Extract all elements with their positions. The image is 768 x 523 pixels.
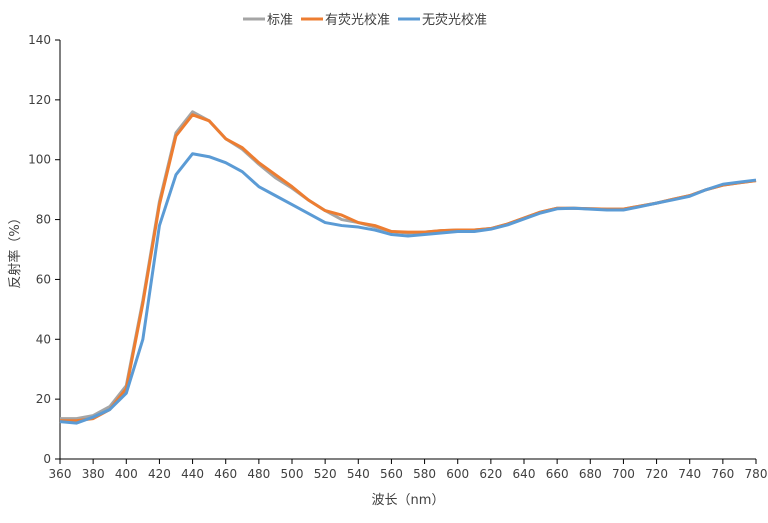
series-line-2 <box>59 152 757 425</box>
x-tick-label: 520 <box>314 467 337 481</box>
x-tick-label: 760 <box>711 467 734 481</box>
y-tick-label: 20 <box>36 392 51 406</box>
x-tick-label: 560 <box>380 467 403 481</box>
x-tick-label: 380 <box>82 467 105 481</box>
x-tick-label: 700 <box>612 467 635 481</box>
x-tick-label: 580 <box>413 467 436 481</box>
y-tick-label: 140 <box>28 33 51 47</box>
x-tick-label: 420 <box>148 467 171 481</box>
legend-label-0: 标准 <box>267 13 293 28</box>
legend-label-2: 无荧光校准 <box>422 12 487 28</box>
x-tick-label: 740 <box>678 467 701 481</box>
series-line-1 <box>60 113 757 423</box>
x-tick-label: 660 <box>546 467 569 481</box>
x-tick-label: 540 <box>347 467 370 481</box>
x-tick-label: 400 <box>115 467 138 481</box>
series-line-0 <box>60 110 757 421</box>
x-tick-label: 720 <box>645 467 668 481</box>
x-tick-label: 640 <box>513 467 536 481</box>
x-tick-label: 620 <box>479 467 502 481</box>
y-tick-label: 100 <box>28 153 51 167</box>
legend-label-1: 有荧光校准 <box>325 12 390 28</box>
y-tick-label: 0 <box>43 452 51 466</box>
x-tick-label: 480 <box>247 467 270 481</box>
x-tick-label: 440 <box>181 467 204 481</box>
y-tick-label: 40 <box>36 332 51 346</box>
x-tick-label: 360 <box>49 467 72 481</box>
y-tick-label: 60 <box>36 272 51 286</box>
y-tick-label: 80 <box>36 213 51 227</box>
x-tick-label: 600 <box>446 467 469 481</box>
x-tick-label: 680 <box>579 467 602 481</box>
x-tick-label: 780 <box>745 467 768 481</box>
y-tick-label: 120 <box>28 93 51 107</box>
x-tick-label: 500 <box>281 467 304 481</box>
x-tick-label: 460 <box>214 467 237 481</box>
y-axis-label: 反射率（%） <box>7 211 23 288</box>
x-axis-label: 波长（nm） <box>372 493 445 508</box>
legend: 标准 有荧光校准 无荧光校准 <box>243 12 487 28</box>
